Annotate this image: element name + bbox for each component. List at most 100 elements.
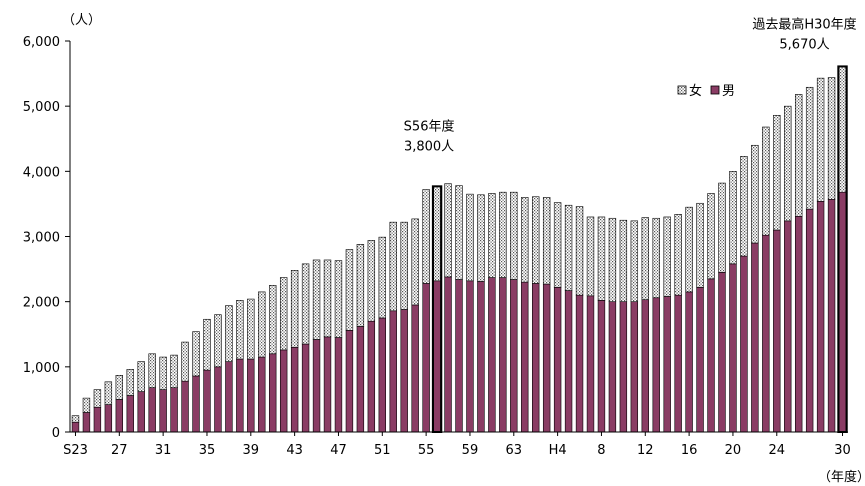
bar-male-S34	[192, 375, 200, 433]
bar-male-S39	[247, 358, 255, 433]
bar-female-H10	[619, 219, 628, 302]
bar-male-S26	[104, 404, 113, 433]
bar-male-S56	[433, 280, 441, 433]
bar-female-S36	[214, 314, 222, 368]
bar-female-H1	[521, 197, 529, 283]
bar-female-H26	[794, 94, 803, 217]
bar-female-H2	[532, 196, 540, 284]
bar-female-S48	[345, 249, 354, 331]
bar-female-S58	[455, 185, 463, 280]
y-tick-label: 0	[52, 426, 60, 441]
bar-male-H24	[773, 229, 781, 433]
bar-male-H21	[740, 255, 748, 433]
bar-male-S44	[301, 343, 310, 433]
bar-male-S49	[356, 326, 365, 433]
bar-male-S52	[389, 310, 397, 433]
x-tick-label: 27	[111, 443, 128, 458]
bar-female-H14	[663, 216, 671, 297]
bar-male-H15	[674, 294, 682, 433]
y-tick-label: 4,000	[23, 165, 60, 180]
bar-female-S27	[115, 375, 124, 400]
bar-male-S36	[214, 366, 222, 433]
bar-female-S40	[258, 291, 266, 358]
bar-female-S51	[378, 236, 386, 319]
legend-label-female: 女	[689, 83, 702, 99]
annotated-bar-outline	[431, 185, 443, 433]
x-tick-label: 31	[155, 443, 172, 458]
bar-female-S34	[192, 331, 200, 377]
bar-female-S42	[279, 277, 288, 351]
bar-female-H21	[740, 156, 748, 257]
legend-swatch-male	[710, 85, 720, 95]
y-axis-unit: （人）	[62, 13, 101, 28]
x-tick-label: H4	[549, 443, 567, 458]
x-tick-label: 16	[681, 443, 698, 458]
x-tick-label: 43	[286, 443, 303, 458]
bar-female-S60	[477, 194, 485, 282]
annotated-bar-outline	[837, 65, 848, 433]
bar-female-S62	[499, 191, 507, 278]
x-tick-label: S23	[63, 443, 88, 458]
annotation-line: 5,670人	[779, 37, 829, 52]
x-tick-label: 24	[769, 443, 786, 458]
legend: 女 男	[677, 83, 735, 99]
bar-female-H25	[784, 105, 792, 222]
bar-male-S38	[236, 358, 244, 433]
y-axis: 0 1,000 2,000 3,000 4,000 5,000 6,000	[23, 35, 71, 441]
y-tick-label: 1,000	[23, 361, 60, 376]
bar-male-S61	[488, 277, 496, 433]
bar-female-S38	[236, 300, 244, 360]
y-tick-label: 2,000	[23, 296, 60, 311]
bar-female-S55	[422, 189, 430, 284]
bar-male-H20	[729, 263, 737, 433]
bar-male-H28	[816, 201, 825, 433]
bar-male-S23	[71, 421, 80, 433]
bar-female-S56	[433, 186, 441, 282]
bar-male-S42	[279, 349, 288, 433]
bar-male-S24	[82, 412, 91, 433]
bar-female-S50	[367, 240, 376, 322]
x-tick-label: 30	[834, 443, 851, 458]
bar-female-H18	[707, 193, 715, 280]
bar-female-H6	[575, 206, 584, 296]
x-tick-label: 51	[374, 443, 391, 458]
bar-female-H11	[630, 220, 639, 302]
annotation-line: S56年度	[404, 118, 455, 134]
bar-male-S29	[137, 391, 145, 433]
bar-female-S57	[444, 183, 452, 278]
bar-male-H27	[805, 208, 814, 433]
bar-male-H11	[630, 301, 639, 433]
bar-female-S45	[312, 259, 321, 340]
bar-female-H27	[805, 86, 814, 210]
bar-female-S41	[269, 285, 277, 355]
bar-male-S62	[499, 277, 507, 433]
bar-female-H13	[652, 217, 660, 299]
bar-female-H28	[816, 77, 825, 202]
y-tick-label: 6,000	[23, 35, 60, 50]
bar-male-H17	[696, 287, 704, 433]
bar-female-S29	[137, 361, 145, 392]
bar-female-H22	[751, 144, 759, 244]
bar-female-S61	[488, 193, 496, 278]
bar-female-S49	[356, 244, 365, 327]
bar-male-S50	[367, 320, 376, 433]
bar-female-H15	[674, 214, 682, 296]
bar-female-S25	[93, 389, 102, 408]
bar-male-H16	[685, 291, 693, 433]
bar-male-S33	[181, 380, 189, 433]
bar-female-S54	[411, 218, 419, 306]
bar-male-S27	[115, 399, 124, 433]
bar-male-S31	[159, 389, 167, 433]
legend-label-male: 男	[722, 84, 735, 99]
bar-male-S46	[323, 336, 332, 433]
bar-male-H12	[641, 299, 649, 433]
bar-male-H6	[575, 294, 584, 433]
bar-female-S44	[301, 263, 310, 345]
bar-male-S37	[225, 361, 233, 433]
bar-female-H7	[586, 216, 595, 297]
y-tick-label: 5,000	[23, 100, 60, 115]
bar-male-H18	[707, 278, 715, 433]
x-axis-unit: （年度）	[818, 469, 865, 485]
annotation-line: 3,800人	[404, 139, 454, 154]
